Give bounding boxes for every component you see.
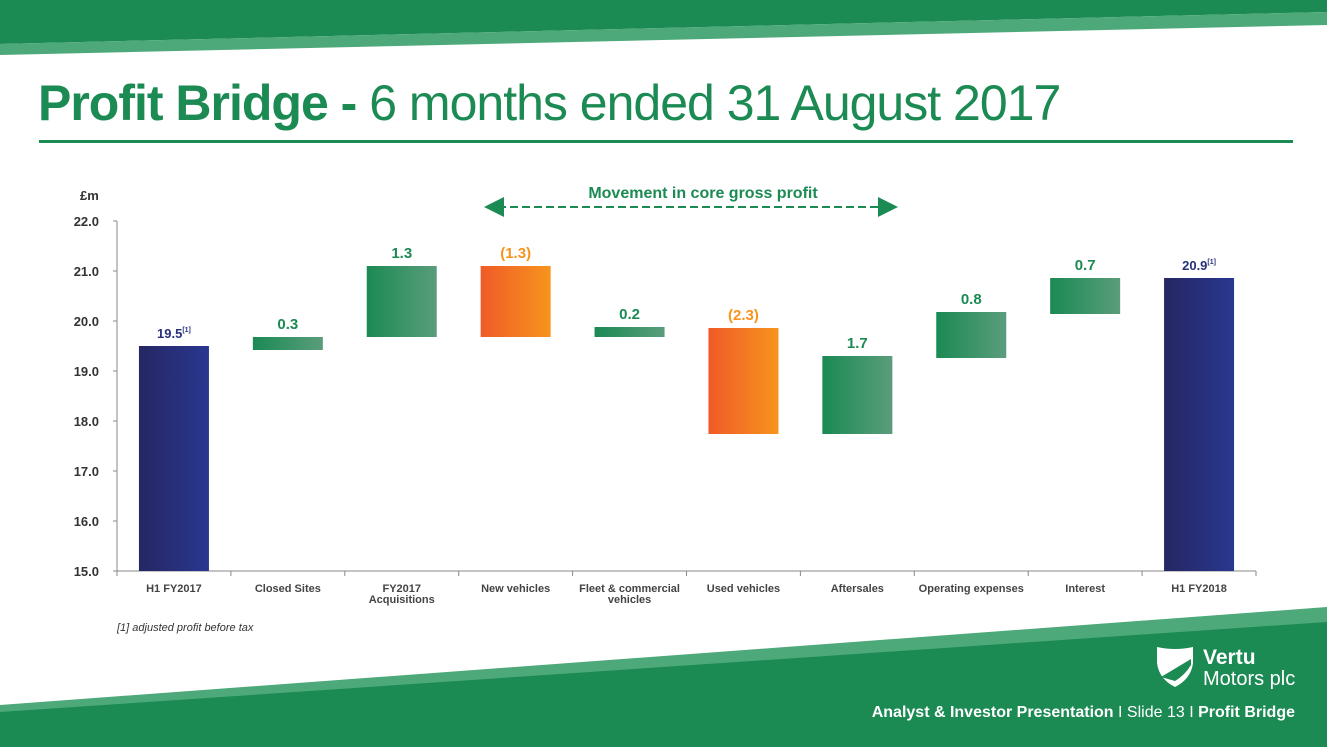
- bar-used-vehicles: [708, 328, 779, 434]
- footer-section: Profit Bridge: [1198, 704, 1295, 721]
- y-axis-label: £m: [80, 188, 99, 203]
- brand-name: Vertu: [1203, 646, 1256, 669]
- top-banner: [0, 0, 1327, 44]
- x-tick-label: Operating expenses: [919, 583, 1024, 595]
- data-label: 20.9[1]: [1182, 258, 1216, 273]
- y-tick-label: 17.0: [74, 464, 99, 479]
- y-tick-label: 18.0: [74, 414, 99, 429]
- title-divider: [39, 140, 1293, 143]
- footer-presentation: Analyst & Investor Presentation: [871, 704, 1114, 721]
- bar-fleet-commercial-vehicles: [594, 327, 665, 337]
- y-tick-label: 15.0: [74, 564, 99, 579]
- bar-operating-expenses: [936, 312, 1007, 358]
- data-label: 0.7: [1075, 257, 1096, 274]
- data-label: (1.3): [500, 245, 531, 262]
- footer-slide-number: Slide 13: [1126, 704, 1185, 721]
- brand-subtitle: Motors plc: [1203, 668, 1296, 690]
- y-tick-label: 21.0: [74, 264, 99, 279]
- bar-interest: [1050, 278, 1121, 314]
- data-label: 0.3: [277, 316, 298, 333]
- top-banner-stripe: [0, 12, 1327, 55]
- shield-icon: [1157, 647, 1193, 687]
- data-label: 0.8: [961, 291, 982, 308]
- footnote-marker: [1]: [1207, 259, 1216, 266]
- x-tick-label: vehicles: [608, 594, 651, 606]
- bottom-banner: [0, 622, 1327, 747]
- x-tick-label: Interest: [1065, 583, 1105, 595]
- x-tick-label: Acquisitions: [369, 594, 435, 606]
- bar-aftersales: [822, 356, 893, 434]
- x-tick-label: New vehicles: [481, 583, 550, 595]
- x-tick-label: H1 FY2018: [1171, 583, 1227, 595]
- footer-separator: I: [1118, 704, 1123, 721]
- x-tick-label: Used vehicles: [707, 583, 780, 595]
- x-tick-label: FY2017: [382, 583, 421, 595]
- footnote: [1] adjusted profit before tax: [117, 622, 254, 634]
- y-tick-label: 19.0: [74, 364, 99, 379]
- data-label: 0.2: [619, 306, 640, 323]
- x-tick-label: Aftersales: [831, 583, 884, 595]
- data-label: 1.3: [391, 245, 412, 262]
- data-label: 1.7: [847, 335, 868, 352]
- annotation-text: Movement in core gross profit: [588, 185, 818, 202]
- x-tick-label: H1 FY2017: [146, 583, 202, 595]
- footnote-marker: [1]: [182, 327, 191, 334]
- x-tick-label: Closed Sites: [255, 583, 321, 595]
- bar-h1-fy2018: [1164, 278, 1235, 571]
- footer-separator: I: [1189, 704, 1194, 721]
- x-tick-label: Fleet & commercial: [579, 583, 680, 595]
- data-label: 19.5[1]: [157, 326, 191, 341]
- bar-new-vehicles: [480, 266, 551, 337]
- y-tick-label: 20.0: [74, 314, 99, 329]
- page-title: Profit Bridge - 6 months ended 31 August…: [38, 74, 1061, 132]
- y-tick-label: 22.0: [74, 214, 99, 229]
- bar-h1-fy2017: [138, 346, 209, 571]
- title-regular: 6 months ended 31 August 2017: [369, 75, 1061, 131]
- bar-fy2017-acquisitions: [366, 266, 437, 337]
- title-bold: Profit Bridge -: [38, 75, 357, 131]
- slide-footer: Analyst & Investor Presentation I Slide …: [872, 704, 1295, 722]
- y-tick-label: 16.0: [74, 514, 99, 529]
- bar-closed-sites: [252, 337, 323, 350]
- data-label: (2.3): [728, 307, 759, 324]
